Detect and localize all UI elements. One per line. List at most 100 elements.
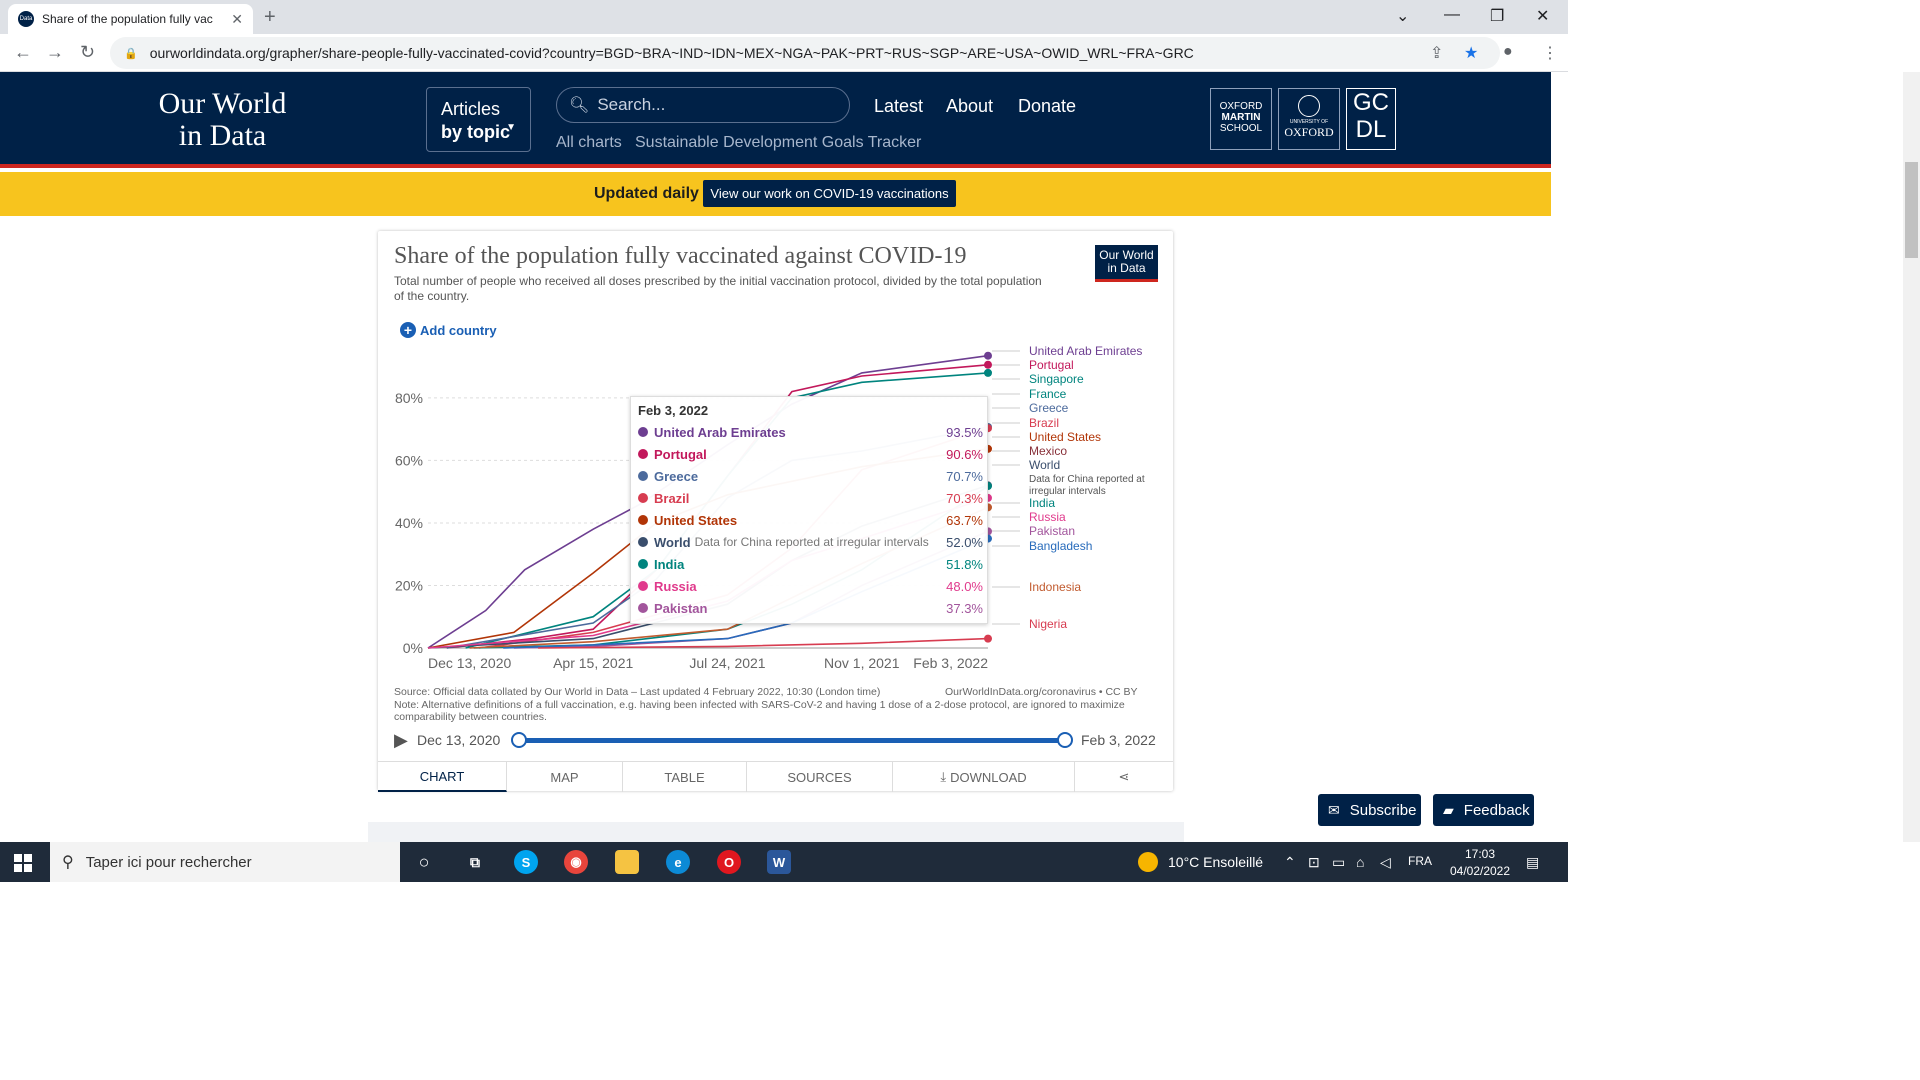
tooltip-series-name: Portugal	[654, 446, 707, 462]
browser-tab[interactable]: Data Share of the population fully vac ✕	[8, 4, 253, 34]
y-tick-label: 20%	[395, 577, 423, 593]
nav-latest[interactable]: Latest	[874, 96, 924, 116]
favicon-icon: Data	[18, 11, 34, 27]
weather-text[interactable]: 10°C Ensoleillé	[1168, 854, 1264, 870]
oxford-university-logo[interactable]: UNIVERSITY OF OXFORD	[1278, 88, 1340, 150]
articles-by-topic-button[interactable]: Articles by topic ▼	[426, 87, 531, 152]
plus-icon: +	[400, 322, 416, 338]
next-section-placeholder	[368, 822, 1184, 842]
nav-about[interactable]: About	[946, 96, 994, 116]
feedback-button[interactable]: ▰ Feedback	[1433, 794, 1534, 826]
reload-icon[interactable]: ↻	[80, 42, 96, 62]
series-end-label: Mexico	[1029, 444, 1067, 458]
nav-donate[interactable]: Donate	[1018, 96, 1077, 116]
share-tab[interactable]: ⋖	[1075, 762, 1173, 792]
opera-icon[interactable]: O	[717, 850, 741, 874]
nav-all-charts[interactable]: All charts	[556, 134, 622, 151]
back-icon[interactable]: ←	[14, 42, 32, 62]
series-end-label: United Arab Emirates	[1029, 344, 1142, 358]
menu-icon[interactable]: ⋮	[1542, 45, 1558, 62]
minimize-icon[interactable]: —	[1444, 6, 1460, 23]
logo-line-1: Our World	[158, 87, 287, 120]
scrollbar-thumb[interactable]	[1905, 162, 1918, 258]
tray-apps-icon[interactable]: ⊡	[1308, 854, 1320, 870]
page-scrollbar[interactable]	[1903, 72, 1920, 842]
play-icon[interactable]: ▶	[394, 730, 408, 750]
series-end-label: France	[1029, 387, 1067, 401]
series-end-label: Data for China reported at	[1029, 474, 1145, 485]
battery-icon[interactable]: ▭	[1332, 854, 1346, 870]
notifications-icon[interactable]: ▤	[1526, 854, 1540, 870]
new-tab-icon[interactable]: +	[264, 6, 276, 28]
tooltip-series-name: Greece	[654, 468, 699, 484]
cortana-icon[interactable]: ○	[418, 851, 430, 872]
task-view-icon[interactable]: ⧉	[470, 853, 480, 870]
tooltip-series-note: Data for China reported at irregular int…	[694, 535, 929, 549]
add-country-label: Add country	[420, 322, 497, 338]
close-tab-icon[interactable]: ✕	[231, 10, 243, 27]
bookmark-star-icon[interactable]: ★	[1464, 45, 1479, 62]
language-indicator[interactable]: FRA	[1408, 854, 1432, 868]
owid-mini-logo[interactable]: Our World in Data	[1095, 245, 1158, 282]
tab-search-icon[interactable]: ⌄	[1396, 8, 1410, 25]
forward-icon[interactable]: →	[46, 42, 64, 62]
series-end-label: World	[1029, 458, 1060, 472]
address-bar[interactable]: 🔒 ourworldindata.org/grapher/share-peopl…	[110, 37, 1500, 69]
tooltip-row: United States 63.7%	[638, 510, 983, 530]
edge-icon[interactable]: e	[666, 850, 690, 874]
timeline-end-handle[interactable]	[1057, 732, 1073, 748]
weather-sun-icon[interactable]	[1138, 852, 1158, 872]
x-tick-label: Feb 3, 2022	[913, 655, 988, 671]
subscribe-button[interactable]: ✉ Subscribe	[1318, 794, 1421, 826]
search-input[interactable]: 🔍︎ Search...	[556, 87, 850, 123]
tab-chart[interactable]: CHART	[378, 762, 507, 792]
gcdl-logo[interactable]: GC DL	[1346, 88, 1396, 150]
tooltip-series-value: 63.7%	[946, 512, 983, 528]
x-tick-label: Dec 13, 2020	[428, 655, 511, 671]
volume-icon[interactable]: ◁	[1380, 854, 1391, 870]
partner-text: OXFORD	[1284, 125, 1334, 139]
license-text[interactable]: OurWorldInData.org/coronavirus • CC BY	[945, 686, 1138, 698]
add-country-button[interactable]: + Add country	[400, 322, 497, 338]
taskbar-search-input[interactable]: ⚲ Taper ici pour rechercher	[50, 842, 400, 882]
tooltip-row: Portugal 90.6%	[638, 444, 983, 464]
nav-sdg-tracker[interactable]: Sustainable Development Goals Tracker	[635, 134, 922, 151]
timeline-start-label: Dec 13, 2020	[417, 732, 501, 748]
file-explorer-icon[interactable]	[615, 850, 639, 874]
series-dot-icon	[638, 537, 648, 547]
oxford-martin-logo[interactable]: OXFORD MARTIN SCHOOL	[1210, 88, 1272, 150]
timeline-track[interactable]	[519, 738, 1065, 743]
tab-download[interactable]: ⤓ DOWNLOAD	[893, 762, 1075, 792]
tooltip-row: Pakistan 37.3%	[638, 598, 983, 618]
chrome-icon[interactable]: ◉	[564, 850, 588, 874]
y-tick-label: 40%	[395, 515, 423, 531]
tab-sources[interactable]: SOURCES	[747, 762, 893, 792]
browser-tab-bar: Data Share of the population fully vac ✕…	[0, 0, 1568, 34]
search-placeholder: Search...	[597, 95, 666, 114]
windows-start-icon[interactable]	[14, 854, 32, 872]
tooltip-row: Brazil 70.3%	[638, 488, 983, 508]
skype-icon[interactable]: S	[514, 850, 538, 874]
restore-icon[interactable]: ❐	[1490, 8, 1505, 25]
site-logo[interactable]: Our World in Data	[155, 88, 290, 152]
envelope-icon: ✉	[1328, 801, 1340, 818]
tab-map[interactable]: MAP	[507, 762, 623, 792]
network-icon[interactable]: ⌂	[1356, 854, 1365, 870]
window-close-icon[interactable]: ✕	[1536, 8, 1550, 25]
series-dot-icon	[638, 471, 648, 481]
browser-toolbar: ← → ↻ 🔒 ourworldindata.org/grapher/share…	[0, 34, 1568, 72]
series-end-label: Greece	[1029, 401, 1069, 415]
share-icon[interactable]: ⇪	[1430, 45, 1444, 62]
profile-icon[interactable]: ●	[1503, 43, 1513, 60]
timeline-start-handle[interactable]	[511, 732, 527, 748]
tray-chevron-icon[interactable]: ⌃	[1284, 854, 1296, 870]
covid-vaccinations-button[interactable]: View our work on COVID-19 vaccinations	[703, 180, 956, 207]
taskbar-clock[interactable]: 17:03 04/02/2022	[1436, 846, 1524, 880]
word-icon[interactable]: W	[767, 850, 791, 874]
tooltip-row: World Data for China reported at irregula…	[638, 532, 983, 552]
search-icon: 🔍︎	[569, 97, 590, 114]
logo-line-2: in Data	[178, 119, 267, 152]
tooltip-series-value: 48.0%	[946, 578, 983, 594]
tooltip-series-value: 90.6%	[946, 446, 983, 462]
tab-table[interactable]: TABLE	[623, 762, 747, 792]
